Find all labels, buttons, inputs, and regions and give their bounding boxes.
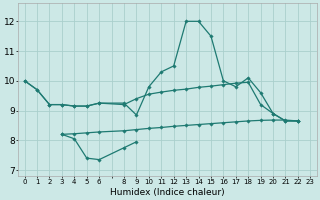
X-axis label: Humidex (Indice chaleur): Humidex (Indice chaleur) bbox=[110, 188, 225, 197]
